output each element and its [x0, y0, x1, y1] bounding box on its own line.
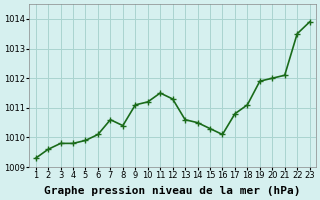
X-axis label: Graphe pression niveau de la mer (hPa): Graphe pression niveau de la mer (hPa) — [44, 186, 301, 196]
